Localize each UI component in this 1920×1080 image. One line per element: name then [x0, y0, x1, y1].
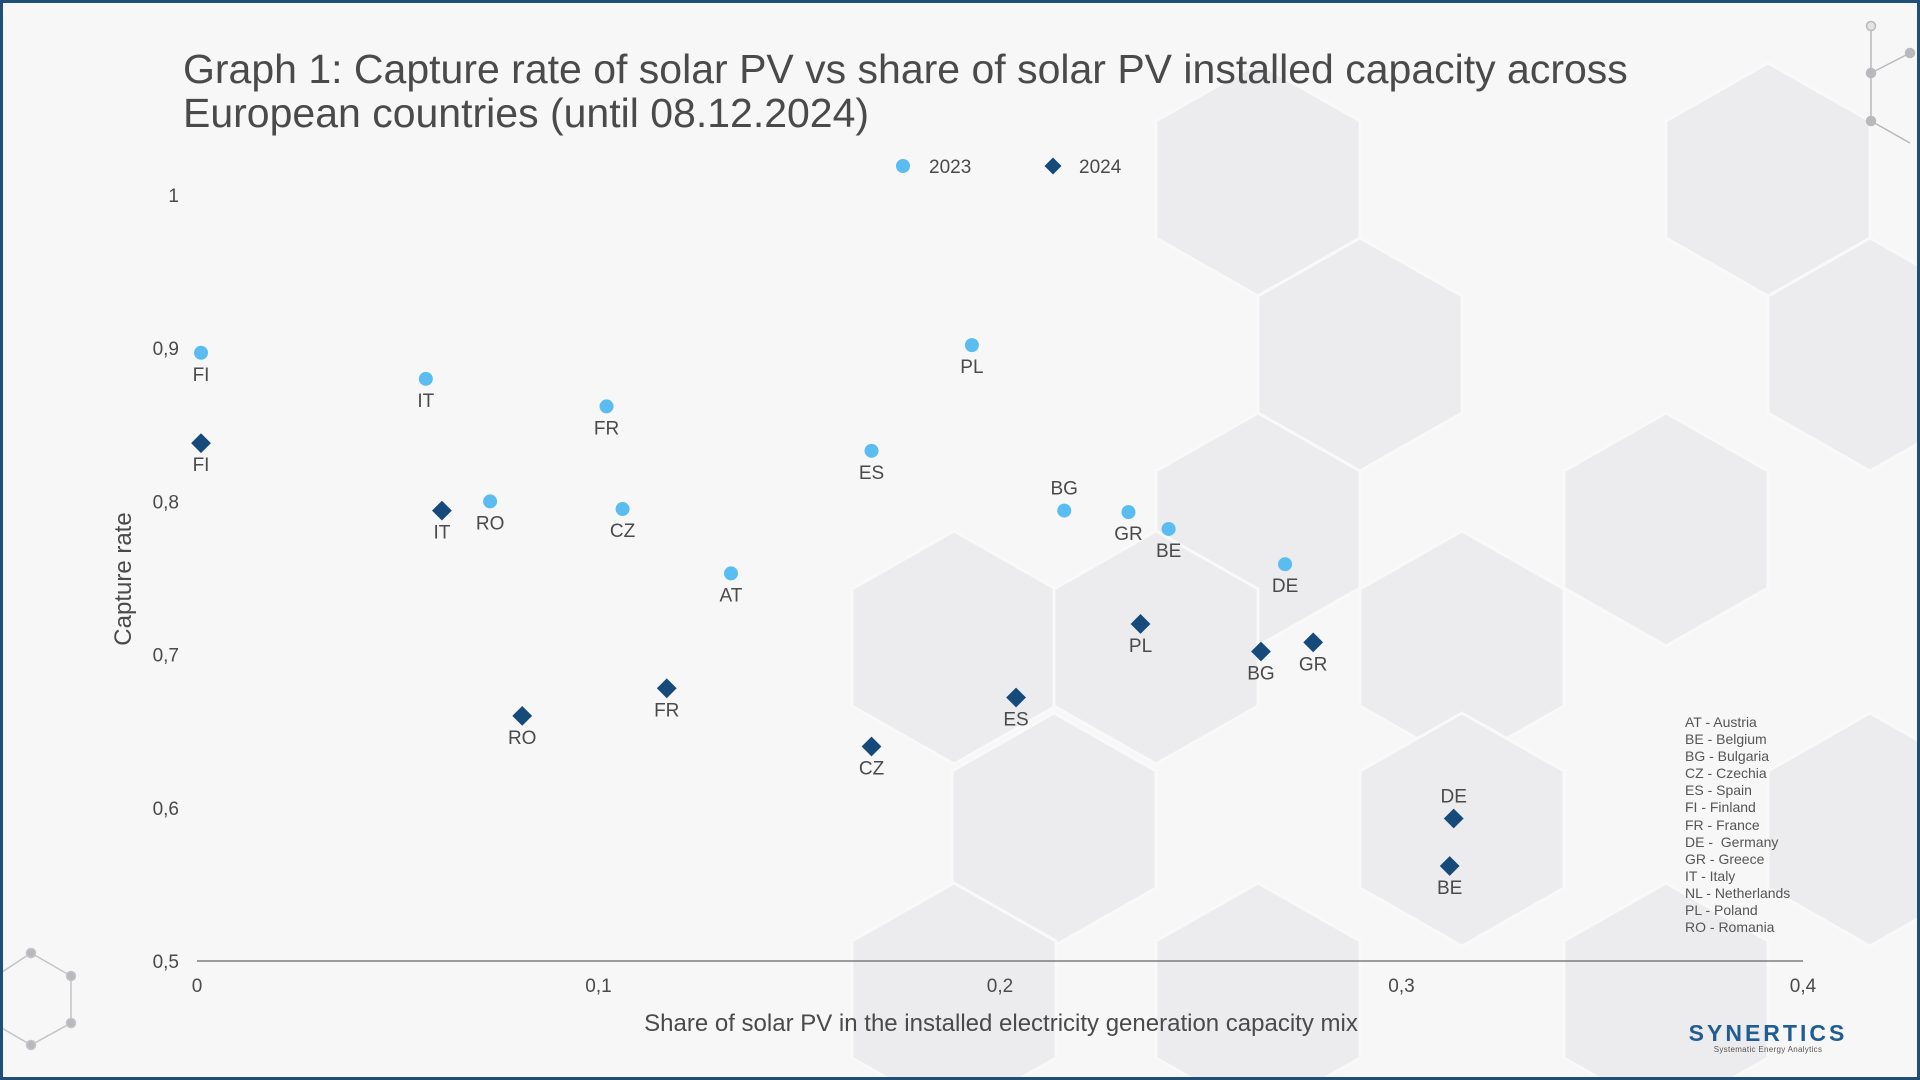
- x-axis-label: Share of solar PV in the installed elect…: [644, 1010, 1358, 1037]
- abbreviation-item: GR - Greece: [1685, 850, 1765, 867]
- axes: 0 0,1 0,2 0,3 0,4 0,5 0,6 0,7 0,8 0,9 1: [153, 186, 1817, 997]
- point-label-2024-PL: PL: [1129, 636, 1152, 657]
- abbreviation-item: BG - Bulgaria: [1685, 748, 1770, 765]
- abbreviation-item: NL - Netherlands: [1685, 884, 1791, 901]
- y-tick-label: 0,7: [153, 646, 179, 667]
- point-2024-ES: [1006, 687, 1026, 708]
- point-2023-BG: [1057, 503, 1072, 518]
- network-decor-bottom-left: [3, 947, 77, 1051]
- point-2023-CZ: [615, 502, 630, 517]
- point-2024-FI: [191, 433, 211, 454]
- abbreviation-item: DE - Germany: [1685, 833, 1779, 850]
- y-tick-label: 0,8: [153, 492, 179, 513]
- point-2024-GR: [1303, 632, 1324, 653]
- point-label-2023-BE: BE: [1156, 541, 1181, 562]
- point-label-2023-BG: BG: [1051, 479, 1078, 500]
- point-2023-ES: [864, 443, 879, 458]
- point-2024-BE: [1439, 856, 1460, 876]
- y-tick-label: 0,6: [153, 799, 179, 820]
- hexagon-pattern: [850, 61, 1917, 1077]
- point-2023-FR: [599, 399, 614, 414]
- point-label-2024-ES: ES: [1003, 709, 1028, 730]
- point-label-2024-GR: GR: [1299, 654, 1328, 675]
- point-label-2023-DE: DE: [1272, 576, 1298, 597]
- abbreviation-item: AT - Austria: [1685, 714, 1757, 730]
- network-decor-top-right: [1865, 20, 1916, 144]
- x-tick-label: 0: [192, 976, 203, 997]
- scatter-chart: 0 0,1 0,2 0,3 0,4 0,5 0,6 0,7 0,8 0,9 1 2023 2024 F…: [110, 157, 1817, 1037]
- point-2023-IT: [418, 371, 433, 386]
- point-label-2024-IT: IT: [433, 523, 450, 544]
- abbreviation-item: BE - Belgium: [1685, 731, 1767, 748]
- point-label-2024-RO: RO: [508, 728, 537, 749]
- point-2023-BE: [1161, 521, 1176, 536]
- point-label-2023-GR: GR: [1114, 524, 1143, 545]
- point-2024-BG: [1251, 641, 1271, 662]
- abbreviation-item: CZ - Czechia: [1685, 765, 1767, 782]
- abbreviation-item: RO - Romania: [1685, 919, 1775, 936]
- point-label-2023-AT: AT: [720, 585, 743, 606]
- point-label-2024-BE: BE: [1437, 878, 1462, 899]
- point-2024-FR: [656, 678, 677, 699]
- point-label-2023-PL: PL: [960, 357, 983, 378]
- point-2023-AT: [723, 566, 738, 581]
- point-label-2024-CZ: CZ: [859, 759, 885, 780]
- point-label-2024-FR: FR: [654, 700, 679, 721]
- point-2023-FI: [194, 345, 209, 360]
- point-2023-DE: [1278, 557, 1293, 572]
- y-tick-label: 0,9: [153, 339, 179, 360]
- abbreviation-item: FR - France: [1685, 816, 1760, 833]
- x-tick-label: 0,1: [585, 976, 611, 997]
- point-2024-RO: [512, 705, 533, 726]
- brand-logo: SYNERTICS Systematic Energy Analytics: [1679, 1021, 1857, 1055]
- point-2024-PL: [1130, 614, 1151, 634]
- point-label-2023-FI: FI: [193, 365, 210, 386]
- hexagon-background: [3, 20, 1917, 1077]
- legend-label-2024: 2024: [1079, 157, 1122, 178]
- y-tick-label: 1: [168, 186, 179, 207]
- legend-label-2023: 2023: [929, 157, 971, 178]
- point-label-2023-ES: ES: [859, 463, 884, 484]
- abbreviation-item: ES - Spain: [1685, 782, 1752, 799]
- y-axis-label: Capture rate: [110, 512, 137, 645]
- point-2023-RO: [483, 494, 498, 509]
- point-label-2023-RO: RO: [476, 513, 505, 534]
- point-2023-PL: [964, 338, 979, 353]
- legend: 2023 2024: [896, 157, 1122, 178]
- brand-name: SYNERTICS: [1688, 1020, 1848, 1046]
- point-2024-DE: [1443, 808, 1464, 829]
- brand-tagline: Systematic Energy Analytics: [1713, 1045, 1823, 1054]
- point-2024-IT: [432, 500, 452, 521]
- x-tick-label: 0,2: [987, 976, 1013, 997]
- data-points: FI IT FR RO CZ AT ES PL BG GR BE DE FI IT RO FR CZ ES PL BG…: [191, 338, 1467, 899]
- point-2023-GR: [1121, 505, 1136, 520]
- legend-marker-2023: [896, 159, 910, 173]
- abbreviation-item: IT - Italy: [1685, 867, 1736, 884]
- legend-marker-2024: [1044, 157, 1062, 175]
- country-abbreviation-list: AT - Austria BE - Belgium BG - Bulgaria CZ …: [1685, 714, 1790, 936]
- x-tick-label: 0,4: [1790, 976, 1817, 997]
- point-label-2023-FR: FR: [594, 418, 619, 439]
- point-label-2023-IT: IT: [417, 391, 434, 412]
- chart-title: Graph 1: Capture rate of solar PV vs sha…: [183, 46, 1628, 136]
- abbreviation-item: PL - Poland: [1685, 902, 1758, 919]
- x-tick-label: 0,3: [1388, 976, 1414, 997]
- y-tick-label: 0,5: [153, 952, 179, 973]
- point-label-2024-DE: DE: [1440, 787, 1466, 808]
- point-label-2023-CZ: CZ: [610, 521, 636, 542]
- point-label-2024-BG: BG: [1247, 664, 1274, 685]
- point-2024-CZ: [861, 736, 882, 757]
- point-label-2024-FI: FI: [193, 455, 210, 476]
- abbreviation-item: FI - Finland: [1685, 799, 1756, 816]
